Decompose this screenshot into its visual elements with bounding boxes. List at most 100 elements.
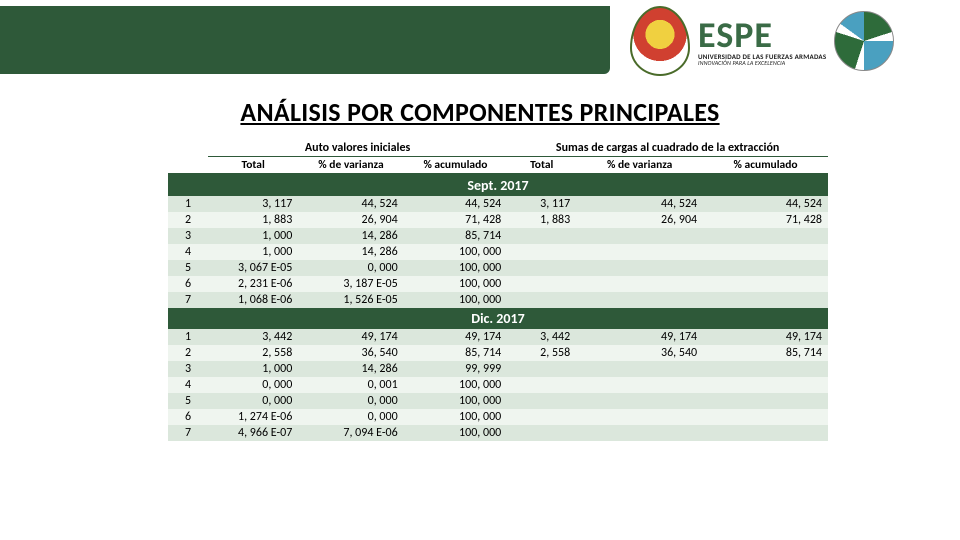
pca-table-wrap: Auto valores iniciales Sumas de cargas a… [168, 140, 828, 441]
data-cell: 1, 000 [208, 361, 298, 377]
data-cell: 100, 000 [404, 244, 508, 260]
data-cell: 100, 000 [404, 409, 508, 425]
data-cell: 44, 524 [703, 196, 828, 212]
row-index-cell: 1 [168, 329, 208, 345]
data-cell [507, 260, 576, 276]
table-row: 13, 44249, 17449, 1743, 44249, 17449, 17… [168, 329, 828, 345]
table-row: 53, 067 E-050, 000100, 000 [168, 260, 828, 276]
data-cell [576, 425, 703, 441]
data-cell: 49, 174 [404, 329, 508, 345]
data-cell [576, 260, 703, 276]
data-cell: 14, 286 [298, 361, 403, 377]
data-cell: 2, 231 E-06 [208, 276, 298, 292]
table-row: 22, 55836, 54085, 7142, 55836, 54085, 71… [168, 345, 828, 361]
brand-block: ESPE UNIVERSIDAD DE LAS FUERZAS ARMADAS … [698, 17, 826, 66]
row-index-cell: 5 [168, 260, 208, 276]
data-cell [703, 260, 828, 276]
data-cell [576, 393, 703, 409]
data-cell [507, 409, 576, 425]
data-cell: 100, 000 [404, 276, 508, 292]
row-index-cell: 4 [168, 244, 208, 260]
data-cell: 4, 966 E-07 [208, 425, 298, 441]
data-cell: 3, 117 [507, 196, 576, 212]
row-index-cell: 7 [168, 425, 208, 441]
data-cell: 1, 000 [208, 228, 298, 244]
data-cell: 0, 000 [208, 377, 298, 393]
data-cell: 85, 714 [703, 345, 828, 361]
col-header: % de varianza [298, 157, 403, 175]
data-cell [507, 425, 576, 441]
row-index-cell: 5 [168, 393, 208, 409]
data-cell [576, 377, 703, 393]
table-row: 31, 00014, 28699, 999 [168, 361, 828, 377]
data-cell: 36, 540 [298, 345, 403, 361]
table-row: 50, 0000, 000100, 000 [168, 393, 828, 409]
brand-tagline: INNOVACIÓN PARA LA EXCELENCIA [698, 60, 826, 66]
section-header-cell: Sept. 2017 [168, 174, 828, 196]
data-cell: 14, 286 [298, 228, 403, 244]
brand-word: ESPE [698, 17, 826, 53]
row-index-cell: 2 [168, 212, 208, 228]
table-row: 71, 068 E-061, 526 E-05100, 000 [168, 292, 828, 308]
data-cell: 1, 526 E-05 [298, 292, 403, 308]
data-cell: 1, 883 [208, 212, 298, 228]
data-cell [507, 244, 576, 260]
header-bar [0, 6, 610, 74]
data-cell [507, 361, 576, 377]
table-row: 62, 231 E-063, 187 E-05100, 000 [168, 276, 828, 292]
logo-area: ESPE UNIVERSIDAD DE LAS FUERZAS ARMADAS … [630, 2, 950, 80]
data-cell: 0, 000 [298, 393, 403, 409]
data-cell [703, 393, 828, 409]
data-cell [576, 361, 703, 377]
data-cell: 26, 904 [298, 212, 403, 228]
data-cell: 1, 000 [208, 244, 298, 260]
data-cell: 3, 067 E-05 [208, 260, 298, 276]
data-cell: 71, 428 [404, 212, 508, 228]
pca-table-body: Sept. 201713, 11744, 52444, 5243, 11744,… [168, 174, 828, 441]
data-cell [576, 276, 703, 292]
data-cell: 3, 442 [507, 329, 576, 345]
row-index-cell: 6 [168, 276, 208, 292]
data-cell: 26, 904 [576, 212, 703, 228]
data-cell [703, 409, 828, 425]
data-cell [576, 292, 703, 308]
data-cell: 7, 094 E-06 [298, 425, 403, 441]
data-cell: 71, 428 [703, 212, 828, 228]
table-row: 74, 966 E-077, 094 E-06100, 000 [168, 425, 828, 441]
data-cell: 1, 068 E-06 [208, 292, 298, 308]
data-cell: 3, 117 [208, 196, 298, 212]
row-index-cell: 3 [168, 228, 208, 244]
section-header-row: Sept. 2017 [168, 174, 828, 196]
section-header-row: Dic. 2017 [168, 308, 828, 329]
col-header: % acumulado [404, 157, 508, 175]
data-cell: 0, 000 [208, 393, 298, 409]
row-index-cell: 1 [168, 196, 208, 212]
col-header: Total [507, 157, 576, 175]
table-row: 61, 274 E-060, 000100, 000 [168, 409, 828, 425]
data-cell: 0, 001 [298, 377, 403, 393]
table-row: 31, 00014, 28685, 714 [168, 228, 828, 244]
data-cell: 14, 286 [298, 244, 403, 260]
data-cell: 0, 000 [298, 260, 403, 276]
row-index-cell: 4 [168, 377, 208, 393]
data-cell [507, 228, 576, 244]
data-cell: 49, 174 [703, 329, 828, 345]
data-cell: 44, 524 [404, 196, 508, 212]
data-cell [576, 244, 703, 260]
data-cell [703, 377, 828, 393]
data-cell: 100, 000 [404, 393, 508, 409]
group-header-right: Sumas de cargas al cuadrado de la extrac… [507, 140, 828, 157]
data-cell [507, 292, 576, 308]
data-cell [703, 361, 828, 377]
table-row: 41, 00014, 286100, 000 [168, 244, 828, 260]
data-cell: 2, 558 [507, 345, 576, 361]
data-cell: 3, 187 E-05 [298, 276, 403, 292]
col-header: % de varianza [576, 157, 703, 175]
col-header: % acumulado [703, 157, 828, 175]
section-header-cell: Dic. 2017 [168, 308, 828, 329]
data-cell: 36, 540 [576, 345, 703, 361]
data-cell [703, 244, 828, 260]
data-cell: 100, 000 [404, 377, 508, 393]
data-cell: 1, 274 E-06 [208, 409, 298, 425]
row-index-cell: 3 [168, 361, 208, 377]
